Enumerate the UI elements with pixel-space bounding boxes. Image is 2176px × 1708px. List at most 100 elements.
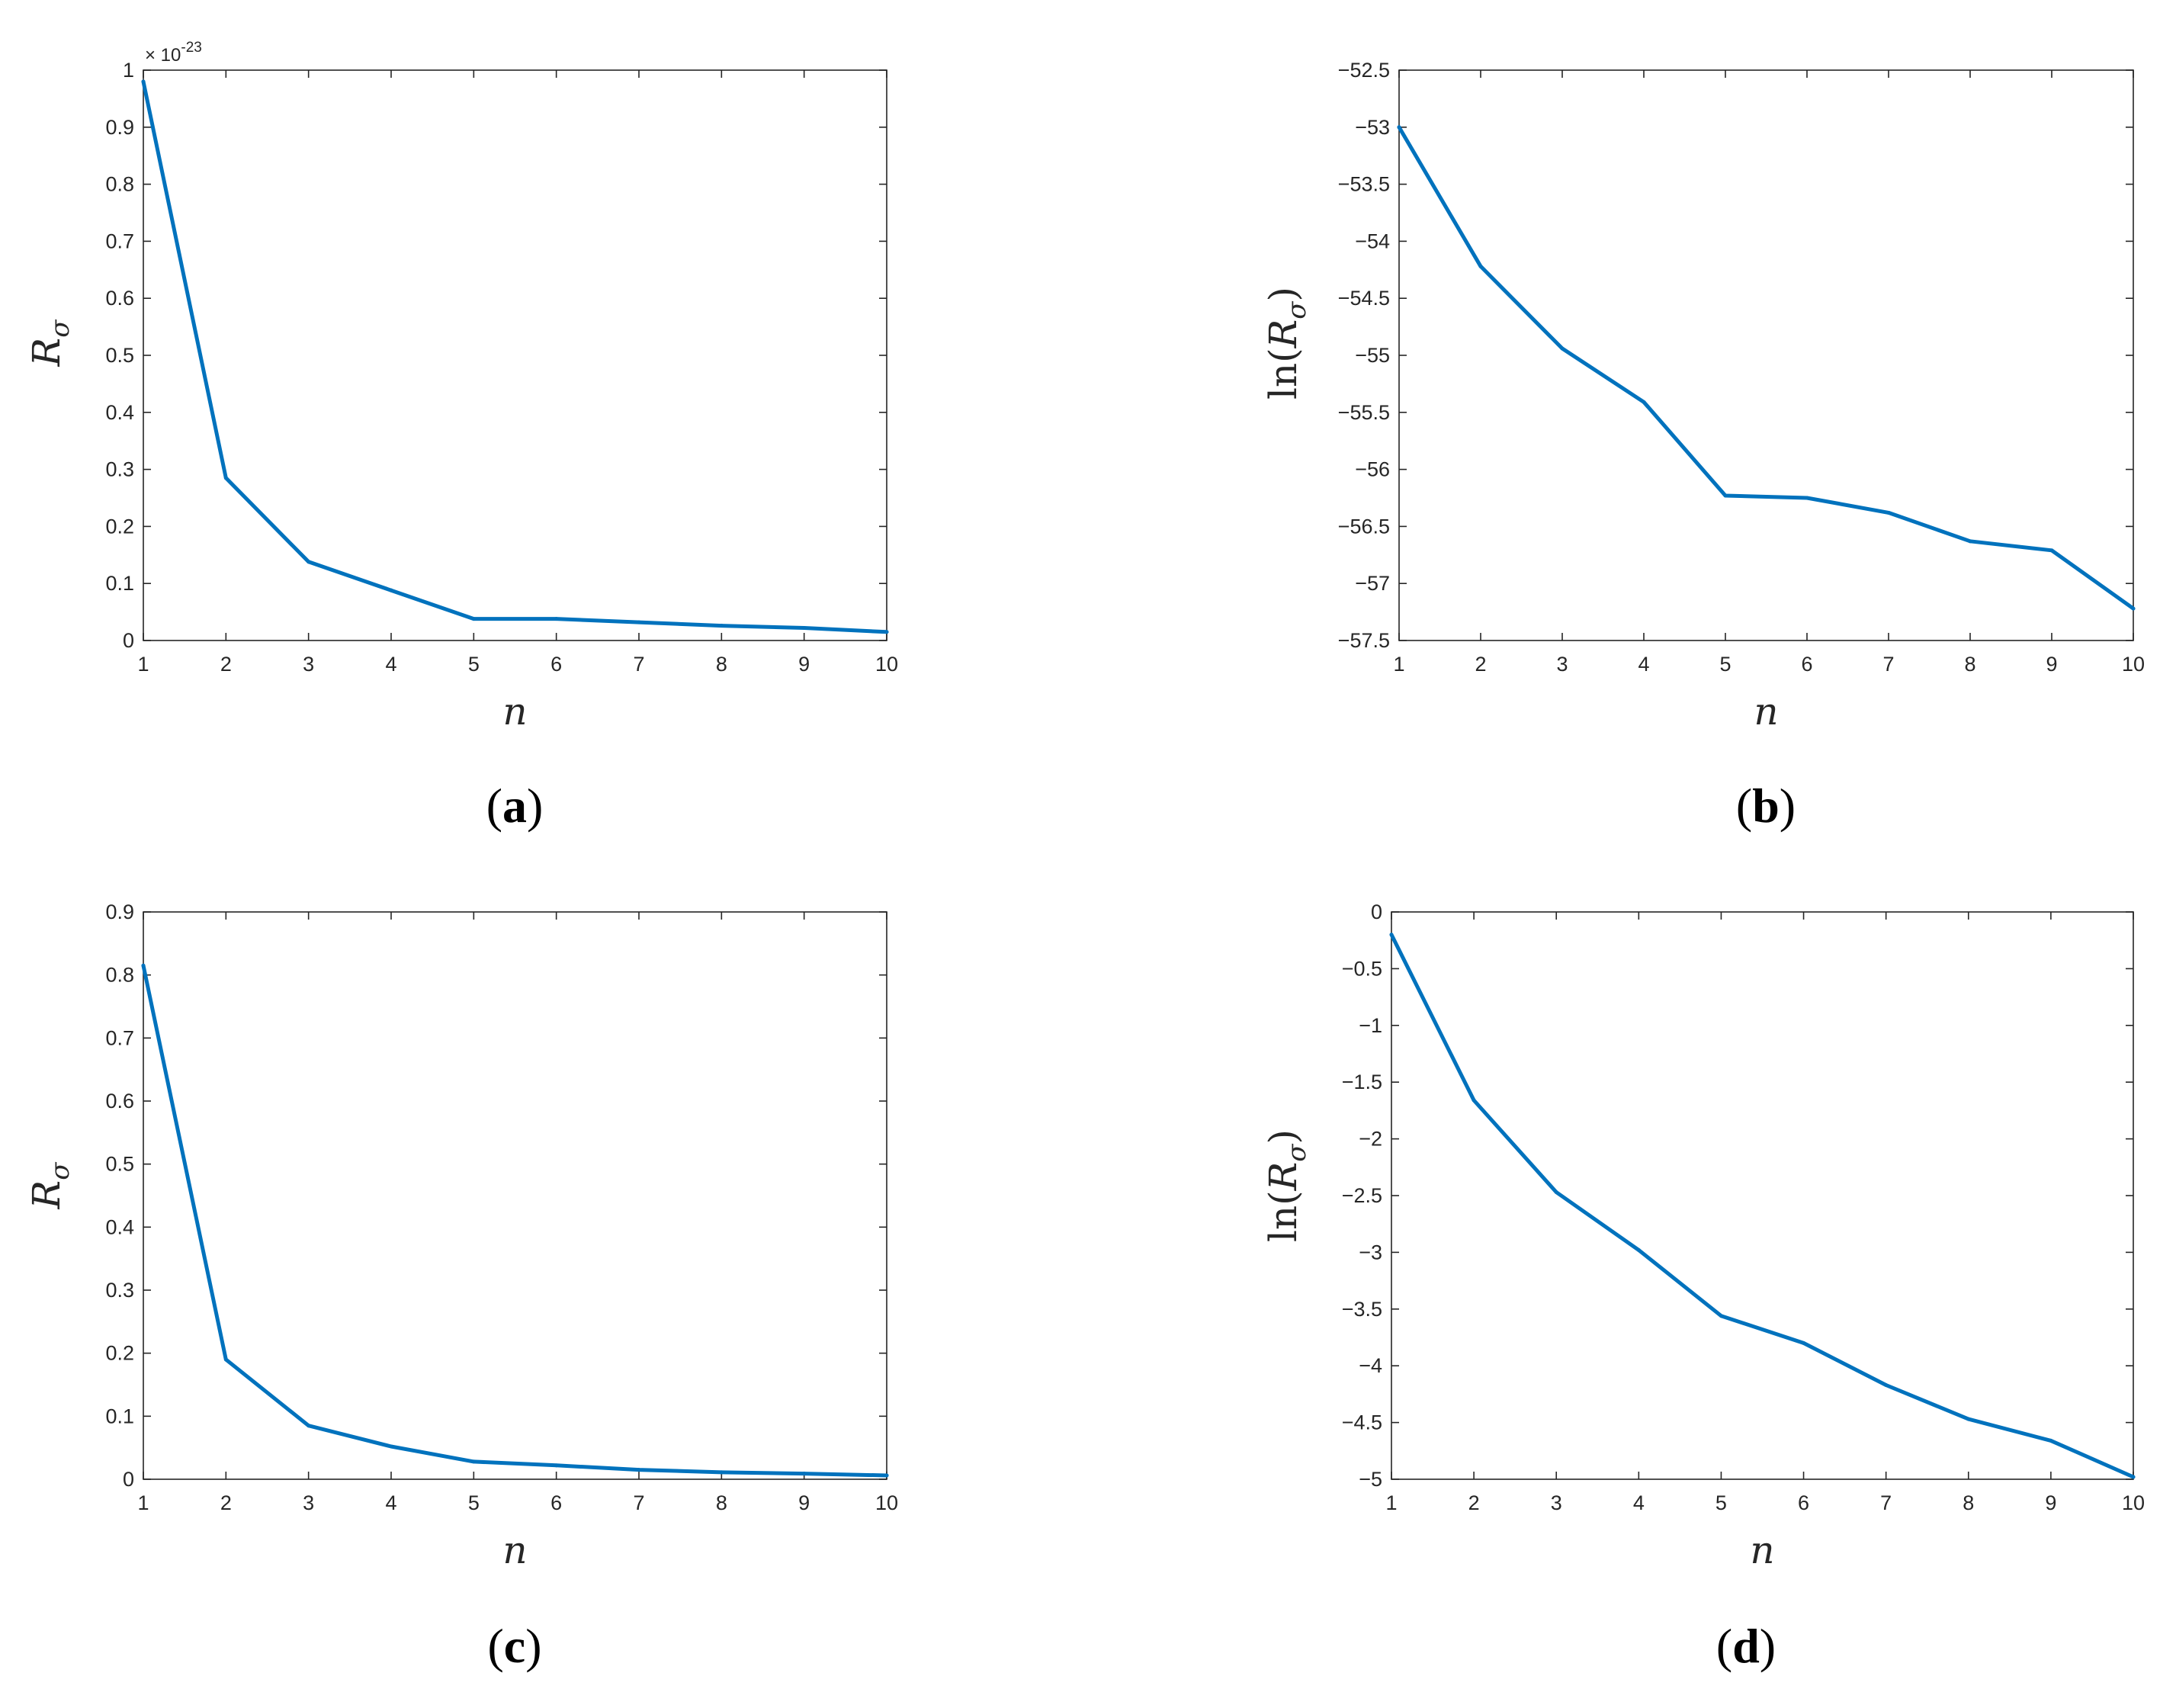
y-tick-label: 0.1 xyxy=(105,572,134,595)
y-exponent-label: × 10-23 xyxy=(145,40,202,66)
data-point xyxy=(1389,933,1394,937)
y-tick-label: −54 xyxy=(1355,230,1390,252)
y-axis-label-main: R xyxy=(24,338,69,368)
y-tick-label: −4 xyxy=(1359,1354,1382,1377)
y-axis-label-sub: σ xyxy=(45,1162,75,1180)
data-point xyxy=(471,1459,476,1464)
x-tick-label: 4 xyxy=(1633,1491,1645,1514)
x-tick-label: 6 xyxy=(550,653,562,676)
y-tick-label: 0.8 xyxy=(105,173,134,196)
data-point xyxy=(884,630,889,634)
y-tick-label: 0.7 xyxy=(105,1026,134,1049)
y-tick-label: 0.4 xyxy=(105,401,134,424)
y-tick-label: −53.5 xyxy=(1338,173,1390,196)
data-point xyxy=(307,560,311,564)
data-point xyxy=(1966,1417,1971,1421)
y-tick-label: −1.5 xyxy=(1342,1071,1382,1093)
panel-label-open: ( xyxy=(487,1619,503,1673)
data-point xyxy=(637,620,641,624)
data-point xyxy=(1719,1314,1723,1318)
x-tick-label: 10 xyxy=(2122,653,2145,676)
panel-label-letter: a xyxy=(502,779,527,833)
data-point xyxy=(719,1470,724,1475)
x-axis-label: n xyxy=(502,1528,527,1572)
y-axis-label: ln(Rσ) xyxy=(1261,287,1312,400)
data-point xyxy=(389,588,393,592)
data-point xyxy=(223,476,228,480)
data-point xyxy=(1472,1098,1476,1103)
x-tick-label: 3 xyxy=(303,653,314,676)
data-point xyxy=(1805,496,1809,500)
x-tick-label: 1 xyxy=(137,653,149,676)
y-tick-label: −55 xyxy=(1355,344,1390,367)
data-point xyxy=(1478,264,1483,268)
y-tick-label: −57.5 xyxy=(1338,629,1390,652)
x-tick-label: 1 xyxy=(1385,1491,1397,1514)
chart-panel-b: 1 2 3 4 5 6 7 8 9 10 −57.5 −57 −56.5 −56 −55.5 −55 −54.5… xyxy=(1261,59,2145,833)
y-tick-label: 0.9 xyxy=(105,901,134,923)
y-tick-label: −0.5 xyxy=(1342,957,1382,980)
x-tick-label: 9 xyxy=(2045,1491,2056,1514)
y-axis-label-prefix: ln( xyxy=(1261,1190,1305,1242)
data-point xyxy=(554,617,559,621)
x-tick-label: 8 xyxy=(716,1491,727,1514)
y-tick-label: 0.6 xyxy=(105,287,134,310)
x-tick-label: 1 xyxy=(1393,653,1404,676)
series-line xyxy=(1397,125,2136,611)
panel-label-open: ( xyxy=(1736,779,1752,833)
y-tick-label: 0 xyxy=(1371,901,1382,923)
x-tick-label: 7 xyxy=(633,1491,644,1514)
chart-panel-d: 1 2 3 4 5 6 7 8 9 10 −5 −4.5 −4 −3.5 −3 −2.5 −2 −1.5 −1 −0.… xyxy=(1261,901,2145,1673)
y-tick-label: −53 xyxy=(1355,116,1390,139)
data-point xyxy=(554,1463,559,1468)
data-point xyxy=(637,1468,641,1472)
x-tick-label: 10 xyxy=(2122,1491,2145,1514)
x-tick-label: 5 xyxy=(1715,1491,1727,1514)
x-tick-label: 6 xyxy=(1801,653,1812,676)
y-tick-label: 0.3 xyxy=(105,458,134,481)
y-tick-label: 0.6 xyxy=(105,1090,134,1112)
x-tick-label: 6 xyxy=(550,1491,562,1514)
data-point xyxy=(1560,346,1565,351)
y-tick-label: 0 xyxy=(123,1468,134,1491)
plot-area-frame xyxy=(143,911,887,1480)
y-tick-label: 0.5 xyxy=(105,1153,134,1176)
panel-label: (b) xyxy=(1736,779,1796,833)
y-tick-label: −3 xyxy=(1359,1241,1382,1263)
y-axis-label-suffix: ) xyxy=(1261,287,1305,302)
panel-label-close: ) xyxy=(1760,1619,1776,1673)
x-tick-label: 8 xyxy=(1964,653,1975,676)
y-tick-label: −2.5 xyxy=(1342,1184,1382,1207)
plot-area-frame xyxy=(1391,911,2134,1480)
x-tick-label: 4 xyxy=(385,653,396,676)
data-point xyxy=(719,624,724,628)
x-tick-label: 10 xyxy=(875,1491,898,1514)
y-tick-label: 0.8 xyxy=(105,964,134,987)
data-point xyxy=(1554,1190,1558,1195)
panel-label-open: ( xyxy=(486,779,502,833)
y-tick-label: 0.2 xyxy=(105,1342,134,1365)
y-tick-label: 1 xyxy=(123,59,134,82)
data-point xyxy=(2131,1475,2136,1479)
panel-label: (c) xyxy=(487,1619,541,1673)
data-point xyxy=(141,963,146,968)
x-axis-label: n xyxy=(1750,1528,1774,1572)
x-tick-label: 3 xyxy=(303,1491,314,1514)
x-tick-label: 2 xyxy=(220,1491,232,1514)
y-tick-label: 0.2 xyxy=(105,515,134,538)
data-point xyxy=(1397,125,1401,130)
x-tick-label: 6 xyxy=(1798,1491,1809,1514)
x-tick-label: 9 xyxy=(798,1491,810,1514)
x-tick-label: 5 xyxy=(468,1491,480,1514)
data-point xyxy=(884,1473,889,1478)
x-tick-label: 9 xyxy=(798,653,810,676)
y-tick-label: −52.5 xyxy=(1338,59,1390,82)
x-tick-label: 5 xyxy=(468,653,480,676)
panel-label-close: ) xyxy=(525,1619,541,1673)
data-point xyxy=(1968,539,1972,544)
y-tick-label: 0.9 xyxy=(105,116,134,139)
panel-label: (d) xyxy=(1716,1619,1776,1673)
x-tick-label: 2 xyxy=(1475,653,1486,676)
series-line xyxy=(1389,933,2136,1479)
